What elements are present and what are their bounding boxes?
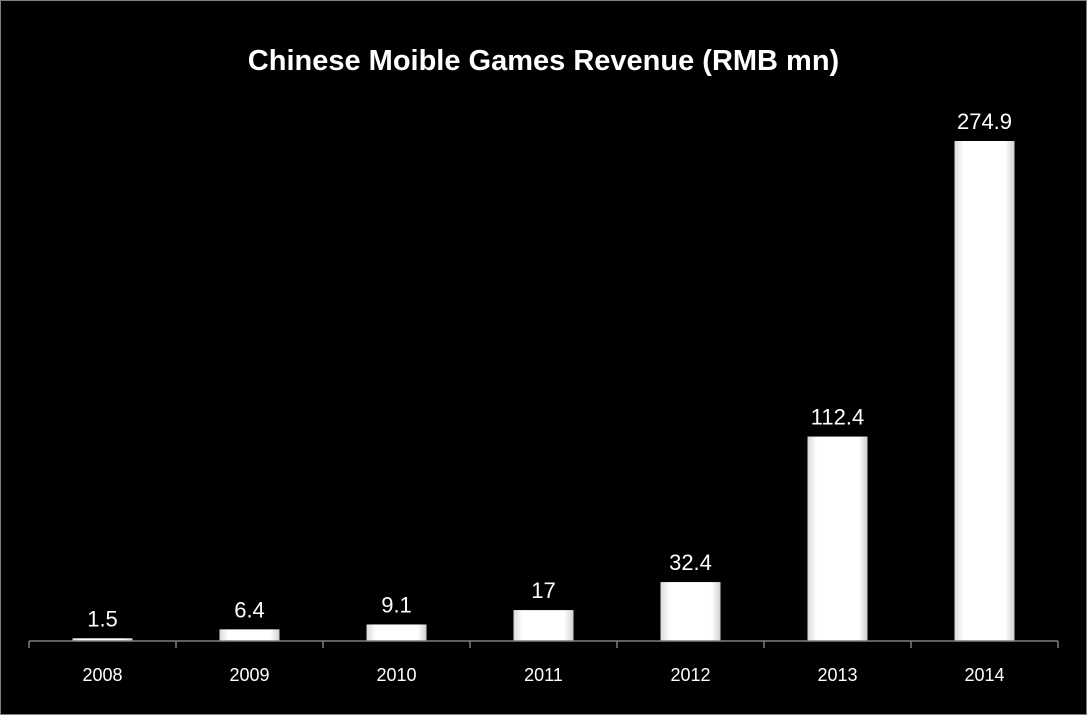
x-tick-label-2009: 2009 [229, 665, 269, 685]
x-tick-label-2011: 2011 [524, 665, 563, 685]
data-label-2010: 9.1 [381, 592, 412, 617]
bar-2014 [954, 141, 1015, 641]
bar-2008 [72, 638, 133, 641]
data-label-2011: 17 [531, 578, 555, 603]
x-tick-label-2013: 2013 [817, 665, 857, 685]
bar-2011 [513, 610, 574, 641]
bar-2013 [807, 436, 868, 641]
data-label-2008: 1.5 [87, 606, 118, 631]
x-tick-label-2010: 2010 [376, 665, 416, 685]
bar-2009 [219, 629, 280, 641]
bar-2010 [366, 624, 427, 641]
data-label-2013: 112.4 [811, 405, 864, 430]
x-tick-label-2012: 2012 [670, 665, 710, 685]
bar-2012 [660, 582, 721, 641]
data-label-2014: 274.9 [957, 109, 1012, 134]
chart-title: Chinese Moible Games Revenue (RMB mn) [247, 45, 840, 77]
x-tick-label-2014: 2014 [964, 665, 1004, 685]
x-tick-label-2008: 2008 [82, 665, 122, 685]
data-label-2012: 32.4 [669, 550, 712, 575]
data-label-2009: 6.4 [234, 597, 265, 622]
